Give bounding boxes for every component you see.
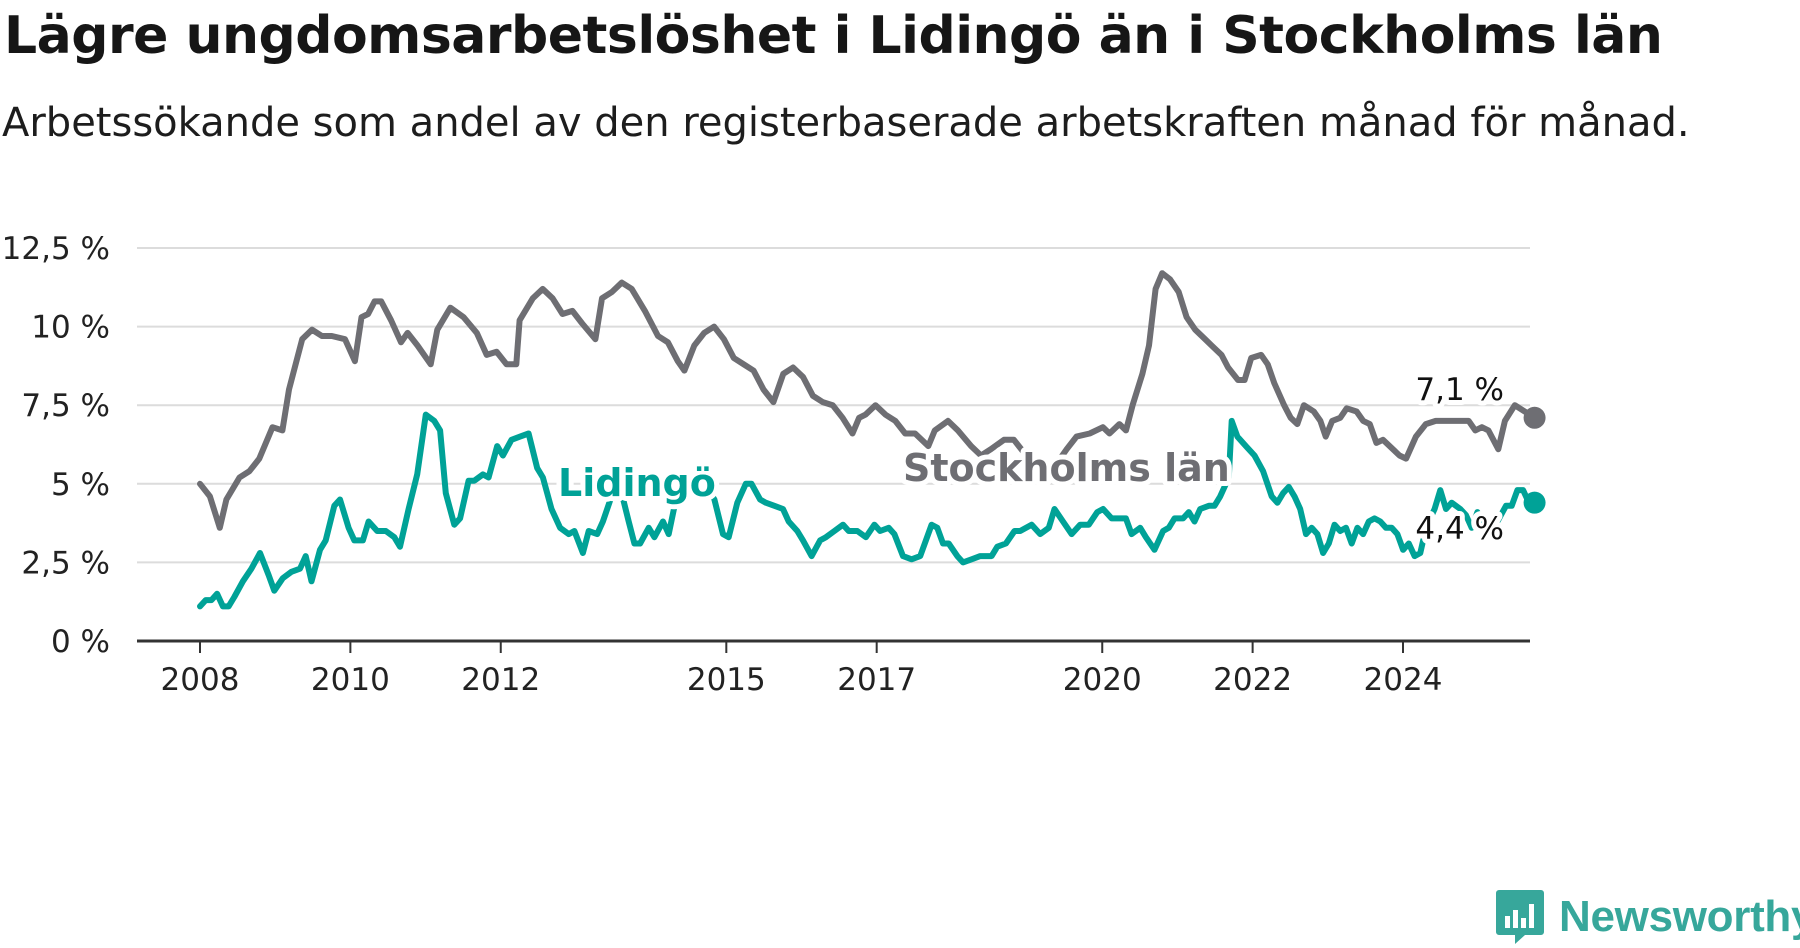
brand-name: Newsworthy [1559,892,1800,941]
lidingo-end-label-halo: 4,4 % [1415,511,1504,547]
x-tick-label: 2012 [461,662,540,698]
chart-subtitle: Arbetssökande som andel av den registerb… [2,100,1690,146]
stockholms-lan-series-label-halo: Stockholms län [903,446,1230,490]
stockholms-lan-end-label-text: 7,1 % [1415,372,1504,408]
y-tick-label: 2,5 % [21,545,110,581]
x-tick-label: 2015 [687,662,766,698]
lidingo-end-label: 4,4 %4,4 % [1410,506,1509,552]
series-lines [197,270,1546,610]
lidingo-line [197,411,1538,610]
x-tick-label: 2017 [837,662,916,698]
x-tick-label: 2010 [311,662,390,698]
x-tick-label: 2020 [1063,662,1142,698]
chart-title: Lägre ungdomsarbetslöshet i Lidingö än i… [4,6,1663,66]
x-tick-label: 2022 [1213,662,1292,698]
y-tick-label: 0 % [51,624,110,660]
y-tick-label: 5 % [51,467,110,503]
stockholms-lan-end-point [1523,406,1546,429]
lidingo-end-point [1523,491,1546,514]
stockholms-lan-end-label-halo: 7,1 % [1415,372,1504,408]
x-axis-ticks: 2008 2010 2012 2015 2017 2020 2022 2024 [161,641,1443,698]
x-tick-label: 2008 [161,662,240,698]
gridlines [137,247,1530,643]
stockholms-lan-end-label: 7,1 %7,1 % [1410,367,1509,413]
x-tick-label: 2024 [1364,662,1443,698]
lidingo-end-label-text: 4,4 % [1415,511,1504,547]
y-tick-label: 7,5 % [21,388,110,424]
lidingo-series-label-halo: Lidingö [558,461,716,505]
stockholms-lan-line [197,270,1538,531]
lidingo-series-label-text: Lidingö [558,461,716,505]
y-tick-label: 12,5 % [2,231,110,267]
newsworthy-logo: Newsworthy [1495,888,1800,946]
y-axis-ticks: 0 % 2,5 % 5 % 7,5 % 10 % 12,5 % [2,231,110,660]
newsworthy-chart-bubble-icon [1496,890,1544,944]
stockholms-lan-series-label-text: Stockholms län [903,446,1230,490]
y-tick-label: 10 % [31,310,110,346]
